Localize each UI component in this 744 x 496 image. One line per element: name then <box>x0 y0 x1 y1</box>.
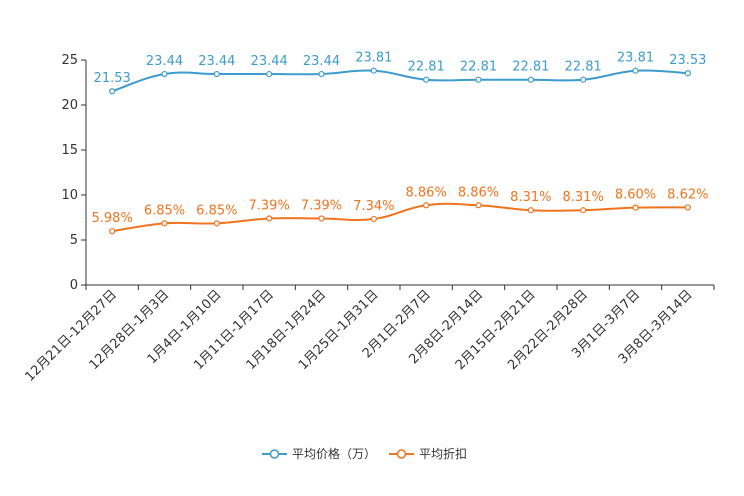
data-label: 21.53 <box>94 71 131 86</box>
data-point[interactable] <box>213 220 220 227</box>
data-point[interactable] <box>475 202 482 209</box>
data-point[interactable] <box>161 220 168 227</box>
data-point[interactable] <box>109 88 116 95</box>
data-label: 22.81 <box>460 60 497 75</box>
x-tick-label: 12月21日-12月27日 <box>23 287 120 384</box>
data-point[interactable] <box>684 204 691 211</box>
data-point[interactable] <box>423 76 430 83</box>
data-point[interactable] <box>632 67 639 74</box>
legend-label: 平均价格（万） <box>292 446 376 461</box>
data-point[interactable] <box>527 207 534 214</box>
data-point[interactable] <box>213 70 220 78</box>
data-point[interactable] <box>266 70 273 78</box>
data-point[interactable] <box>527 76 534 83</box>
data-point[interactable] <box>580 76 587 83</box>
data-point[interactable] <box>161 70 168 78</box>
y-tick-label: 10 <box>61 188 78 203</box>
data-point[interactable] <box>632 204 639 211</box>
series-average-price: 21.53 23.44 23.44 23.44 23.44 23.81 22.81 22.81… <box>94 51 706 95</box>
data-point[interactable] <box>109 228 116 235</box>
legend[interactable]: 平均价格（万） 平均折扣 <box>262 446 467 461</box>
data-label: 23.44 <box>198 54 235 69</box>
series-average-discount: 5.98% 6.85% 6.85% 7.39% 7.39% 7.34% 8.86% 8.86%… <box>92 185 708 235</box>
data-label: 23.44 <box>303 54 340 69</box>
legend-label: 平均折扣 <box>419 446 467 461</box>
data-point[interactable] <box>266 215 273 222</box>
data-label: 8.86% <box>406 185 447 200</box>
data-point[interactable] <box>318 70 325 78</box>
data-point[interactable] <box>318 215 325 222</box>
series-line <box>111 69 688 93</box>
data-label: 7.39% <box>301 198 342 213</box>
data-label: 8.31% <box>510 190 551 205</box>
data-label: 23.44 <box>146 54 183 69</box>
data-label: 8.86% <box>458 185 499 200</box>
data-label: 23.53 <box>669 53 706 68</box>
data-point[interactable] <box>475 76 482 83</box>
data-label: 23.81 <box>617 51 654 66</box>
y-tick-label: 20 <box>61 98 78 113</box>
data-label: 23.81 <box>355 51 392 66</box>
data-label: 7.39% <box>249 198 290 213</box>
data-label: 7.34% <box>353 199 394 214</box>
series-layer: 21.53 23.44 23.44 23.44 23.44 23.81 22.81 22.81… <box>92 51 708 235</box>
data-label: 22.81 <box>512 60 549 75</box>
data-label: 6.85% <box>196 203 237 218</box>
data-point[interactable] <box>370 215 377 223</box>
series-line <box>112 202 688 233</box>
data-label: 22.81 <box>565 60 602 75</box>
data-label: 23.44 <box>251 54 288 69</box>
data-point[interactable] <box>580 207 587 214</box>
legend-item-average-price[interactable]: 平均价格（万） <box>262 446 376 461</box>
y-tick-label: 25 <box>61 53 78 68</box>
data-label: 8.62% <box>667 187 708 202</box>
data-point[interactable] <box>423 202 430 209</box>
data-point[interactable] <box>684 70 691 77</box>
data-label: 8.31% <box>563 190 604 205</box>
data-label: 22.81 <box>408 60 445 75</box>
y-tick-label: 5 <box>70 233 78 248</box>
data-point[interactable] <box>370 67 377 74</box>
data-label: 8.60% <box>615 188 656 203</box>
y-tick-label: 15 <box>61 143 78 158</box>
legend-marker-icon <box>396 449 407 459</box>
y-tick-label: 0 <box>70 278 78 293</box>
data-label: 6.85% <box>144 203 185 218</box>
legend-item-average-discount[interactable]: 平均折扣 <box>389 446 467 461</box>
data-label: 5.98% <box>92 211 133 226</box>
legend-marker-icon <box>269 449 280 459</box>
